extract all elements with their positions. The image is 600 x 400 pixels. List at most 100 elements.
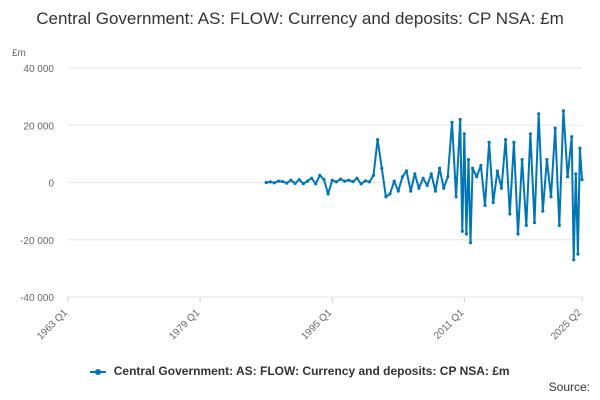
data-point[interactable] bbox=[388, 192, 392, 196]
data-point[interactable] bbox=[487, 140, 491, 144]
x-tick-label: 1963 Q1 bbox=[35, 307, 70, 342]
data-point[interactable] bbox=[318, 173, 322, 177]
y-tick-label: -20 000 bbox=[20, 236, 54, 247]
data-point[interactable] bbox=[557, 223, 561, 227]
data-point[interactable] bbox=[491, 200, 495, 205]
data-point[interactable] bbox=[458, 117, 462, 122]
y-axis-unit-label: £m bbox=[12, 48, 26, 59]
y-tick-label: 20 000 bbox=[23, 121, 54, 132]
data-point[interactable] bbox=[524, 223, 528, 227]
x-tick-label: 1995 Q1 bbox=[299, 307, 334, 342]
data-point[interactable] bbox=[495, 169, 499, 173]
data-point[interactable] bbox=[528, 132, 533, 136]
data-point[interactable] bbox=[541, 209, 545, 213]
legend-label: Central Government: AS: FLOW: Currency a… bbox=[113, 364, 510, 378]
data-point[interactable] bbox=[310, 176, 314, 180]
data-point[interactable] bbox=[268, 180, 272, 184]
data-point[interactable] bbox=[363, 179, 367, 183]
data-point[interactable] bbox=[392, 179, 396, 183]
data-point[interactable] bbox=[442, 186, 446, 190]
data-point[interactable] bbox=[429, 172, 433, 176]
data-point[interactable] bbox=[326, 192, 330, 196]
data-point[interactable] bbox=[520, 158, 524, 162]
data-point[interactable] bbox=[417, 186, 421, 190]
data-point[interactable] bbox=[338, 177, 343, 181]
data-point[interactable] bbox=[561, 109, 566, 113]
data-point[interactable] bbox=[314, 182, 318, 186]
data-point[interactable] bbox=[438, 166, 442, 170]
data-point[interactable] bbox=[281, 180, 285, 184]
data-point[interactable] bbox=[343, 179, 347, 183]
x-tick-label: 2025 Q2 bbox=[549, 307, 584, 342]
data-point[interactable] bbox=[468, 241, 473, 245]
data-point[interactable] bbox=[580, 178, 584, 182]
data-point[interactable] bbox=[450, 120, 454, 124]
data-point[interactable] bbox=[359, 182, 363, 186]
data-point[interactable] bbox=[330, 178, 334, 182]
data-point[interactable] bbox=[413, 172, 417, 176]
data-point[interactable] bbox=[471, 166, 475, 170]
data-point[interactable] bbox=[285, 181, 289, 185]
data-point[interactable] bbox=[264, 180, 268, 185]
data-point[interactable] bbox=[454, 195, 458, 199]
data-point[interactable] bbox=[322, 178, 326, 182]
series-layer bbox=[264, 109, 584, 262]
data-point[interactable] bbox=[351, 180, 355, 184]
data-point[interactable] bbox=[293, 181, 297, 185]
y-tick-label: 0 bbox=[48, 179, 54, 190]
legend[interactable]: Central Government: AS: FLOW: Currency a… bbox=[0, 364, 600, 378]
data-point[interactable] bbox=[409, 189, 413, 193]
data-point[interactable] bbox=[301, 182, 305, 186]
data-point[interactable] bbox=[574, 172, 578, 176]
data-point[interactable] bbox=[289, 178, 293, 182]
data-point[interactable] bbox=[464, 232, 468, 236]
y-tick-label: -40 000 bbox=[20, 293, 54, 304]
data-point[interactable] bbox=[512, 140, 516, 144]
data-point[interactable] bbox=[545, 158, 549, 162]
data-point[interactable] bbox=[376, 138, 380, 142]
data-point[interactable] bbox=[570, 135, 574, 139]
y-tick-label: 40 000 bbox=[23, 64, 54, 75]
data-point[interactable] bbox=[297, 178, 301, 182]
data-point[interactable] bbox=[475, 175, 479, 179]
chart-title: Central Government: AS: FLOW: Currency a… bbox=[36, 9, 564, 28]
data-point[interactable] bbox=[404, 169, 409, 173]
data-point[interactable] bbox=[549, 195, 553, 199]
data-point[interactable] bbox=[384, 195, 388, 199]
series-line bbox=[266, 109, 583, 261]
x-tick-label: 2011 Q1 bbox=[432, 307, 467, 342]
data-point[interactable] bbox=[462, 132, 466, 136]
data-point[interactable] bbox=[532, 221, 537, 225]
data-point[interactable] bbox=[466, 158, 471, 162]
data-point[interactable] bbox=[272, 181, 276, 185]
data-point[interactable] bbox=[305, 179, 310, 183]
source-label: Source: bbox=[548, 380, 590, 394]
data-point[interactable] bbox=[566, 175, 570, 179]
data-point[interactable] bbox=[421, 176, 425, 180]
data-point[interactable] bbox=[576, 252, 580, 256]
data-point[interactable] bbox=[396, 189, 400, 193]
data-point[interactable] bbox=[460, 229, 464, 233]
data-point[interactable] bbox=[572, 258, 576, 262]
data-point[interactable] bbox=[400, 175, 404, 179]
data-point[interactable] bbox=[483, 203, 487, 207]
data-point[interactable] bbox=[516, 232, 520, 236]
data-point[interactable] bbox=[499, 186, 504, 190]
data-point[interactable] bbox=[371, 173, 376, 177]
data-point[interactable] bbox=[380, 166, 384, 170]
data-point[interactable] bbox=[504, 138, 508, 142]
data-point[interactable] bbox=[277, 179, 281, 183]
data-point[interactable] bbox=[578, 146, 582, 150]
data-point[interactable] bbox=[347, 178, 351, 182]
data-point[interactable] bbox=[367, 180, 371, 184]
data-point[interactable] bbox=[425, 183, 429, 187]
data-point[interactable] bbox=[553, 126, 557, 130]
data-point[interactable] bbox=[508, 212, 512, 216]
data-point[interactable] bbox=[537, 112, 541, 116]
legend-line-marker-icon bbox=[90, 367, 107, 377]
data-point[interactable] bbox=[479, 163, 483, 167]
data-point[interactable] bbox=[446, 175, 450, 179]
data-point[interactable] bbox=[355, 176, 359, 180]
data-point[interactable] bbox=[334, 180, 338, 184]
data-point[interactable] bbox=[433, 189, 437, 193]
